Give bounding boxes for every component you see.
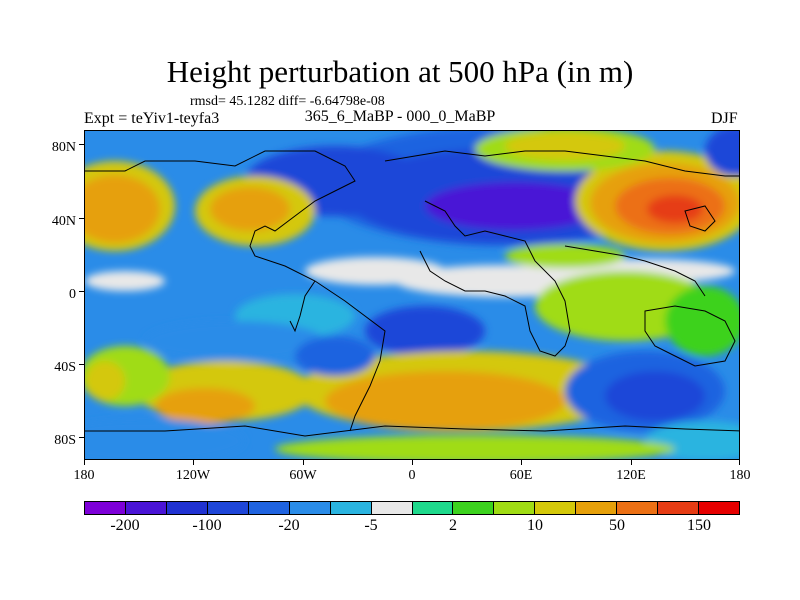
colorbar-swatch <box>85 502 126 514</box>
experiment-label: Expt = teYiv1-teyfa3 <box>84 110 220 127</box>
lat-label-80s: 80S <box>54 433 76 448</box>
lon-tick <box>631 460 632 465</box>
lon-label-120e: 120E <box>616 468 646 483</box>
colorbar-label: 2 <box>449 517 457 534</box>
colorbar-label: -20 <box>278 517 300 534</box>
contour-field <box>85 131 739 459</box>
coastlines <box>85 150 739 437</box>
lon-tick <box>84 460 85 465</box>
lon-label-60e: 60E <box>509 468 533 483</box>
colorbar-swatch <box>576 502 618 514</box>
lon-tick <box>412 460 413 465</box>
colorbar-label: 10 <box>527 517 543 534</box>
lat-label-40n: 40N <box>51 214 76 229</box>
lon-tick <box>303 460 304 465</box>
colorbar-label: -200 <box>110 517 140 534</box>
colorbar-swatch <box>248 502 290 514</box>
lon-tick <box>521 460 522 465</box>
lon-label-180e: 180 <box>729 468 751 483</box>
colorbar-swatch <box>289 502 331 514</box>
colorbar-swatch <box>125 502 167 514</box>
lat-tick <box>79 218 84 219</box>
lat-tick <box>79 437 84 438</box>
rmsd-diff-stats: rmsd= 45.1282 diff= -6.64798e-08 <box>190 94 385 109</box>
colorbar-label: 50 <box>609 517 625 534</box>
colorbar-swatch <box>535 502 577 514</box>
colorbar-swatch <box>371 502 413 514</box>
lat-tick <box>79 144 84 145</box>
lat-tick <box>79 291 84 292</box>
colorbar-swatch <box>330 502 372 514</box>
colorbar-swatch <box>617 502 659 514</box>
lat-label-80n: 80N <box>51 140 76 155</box>
lat-tick <box>79 364 84 365</box>
colorbar-swatch <box>412 502 454 514</box>
lon-tick <box>193 460 194 465</box>
height-perturbation-map <box>84 130 740 460</box>
colorbar-label: -5 <box>364 517 378 534</box>
lon-label-60w: 60W <box>289 468 317 483</box>
colorbar-label: -100 <box>192 517 222 534</box>
colorbar-swatch <box>453 502 495 514</box>
colorbar <box>84 501 740 515</box>
period-subtitle: 365_6_MaBP - 000_0_MaBP <box>304 108 496 125</box>
lon-label-180w: 180 <box>73 468 95 483</box>
colorbar-swatch <box>658 502 700 514</box>
season-label: DJF <box>711 110 738 127</box>
contour-fills <box>85 131 739 459</box>
lat-label-0: 0 <box>69 287 76 302</box>
colorbar-swatch <box>207 502 249 514</box>
colorbar-swatch <box>494 502 536 514</box>
plot-title: Height perturbation at 500 hPa (in m) <box>166 54 634 89</box>
lon-tick <box>739 460 740 465</box>
colorbar-label: 150 <box>687 517 711 534</box>
lon-label-120w: 120W <box>175 468 211 483</box>
colorbar-swatch <box>699 502 739 514</box>
colorbar-swatch <box>166 502 208 514</box>
lon-label-0: 0 <box>408 468 416 483</box>
lat-label-40s: 40S <box>54 360 76 375</box>
